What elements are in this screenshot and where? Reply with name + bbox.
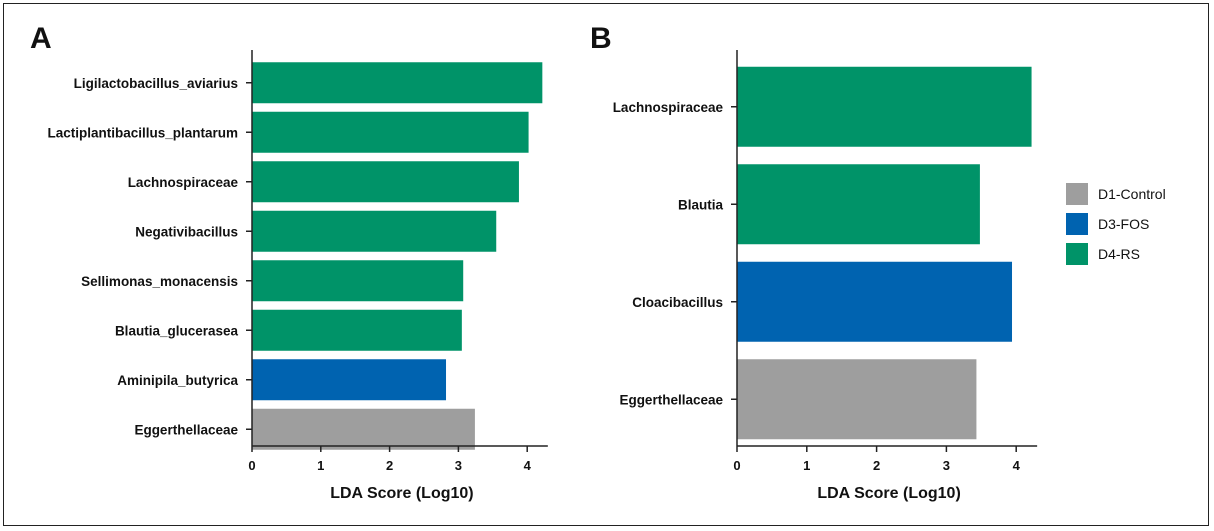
bar-blautia-glucerasea bbox=[252, 309, 462, 351]
category-label: Aminipila_butyrica bbox=[117, 373, 238, 388]
legend-swatch bbox=[1066, 243, 1088, 265]
x-tick-label: 3 bbox=[943, 458, 950, 473]
x-tick-label: 1 bbox=[803, 458, 810, 473]
bar-ligilactobacillus-aviarius bbox=[252, 62, 543, 104]
bar-cloacibacillus bbox=[737, 261, 1013, 342]
bar-negativibacillus bbox=[252, 210, 497, 252]
x-tick-label: 3 bbox=[455, 458, 462, 473]
x-tick-label: 2 bbox=[873, 458, 880, 473]
category-label: Lactiplantibacillus_plantarum bbox=[47, 125, 238, 140]
x-tick-label: 1 bbox=[317, 458, 324, 473]
x-tick-label: 0 bbox=[248, 458, 255, 473]
figure-frame bbox=[3, 3, 1209, 526]
category-label: Negativibacillus bbox=[135, 224, 238, 239]
panel-letter: B bbox=[590, 22, 612, 55]
legend-label: D1-Control bbox=[1098, 186, 1166, 202]
bar-lachnospiraceae bbox=[252, 161, 519, 203]
legend-swatch bbox=[1066, 183, 1088, 205]
bar-sellimonas-monacensis bbox=[252, 260, 464, 302]
category-label: Cloacibacillus bbox=[632, 295, 723, 310]
legend: D1-Control D3-FOS D4-RS bbox=[1066, 183, 1166, 265]
x-axis-title: LDA Score (Log10) bbox=[817, 485, 960, 502]
x-axis-title: LDA Score (Log10) bbox=[330, 485, 473, 502]
legend-label: D4-RS bbox=[1098, 246, 1140, 262]
chart-panel-b: B Lachnospiraceae Blautia Cloacibacillus Egg… bbox=[590, 22, 1038, 502]
x-tick-label: 0 bbox=[733, 458, 740, 473]
bar-lachnospiraceae bbox=[737, 66, 1032, 147]
bar-eggerthellaceae bbox=[737, 359, 977, 440]
bar-blautia bbox=[737, 164, 980, 245]
bar-lactiplantibacillus-plantarum bbox=[252, 111, 529, 153]
category-label: Ligilactobacillus_aviarius bbox=[74, 76, 238, 91]
category-label: Lachnospiraceae bbox=[128, 175, 239, 190]
category-label: Eggerthellaceae bbox=[134, 422, 238, 437]
legend-label: D3-FOS bbox=[1098, 216, 1149, 232]
category-label: Lachnospiraceae bbox=[613, 100, 724, 115]
legend-swatch bbox=[1066, 213, 1088, 235]
chart-panel-a: A Ligilactobacillus_aviarius Lactiplantiba… bbox=[30, 22, 548, 502]
x-tick-label: 2 bbox=[386, 458, 393, 473]
x-tick-label: 4 bbox=[1013, 458, 1021, 473]
category-label: Sellimonas_monacensis bbox=[81, 274, 238, 289]
category-label: Eggerthellaceae bbox=[619, 392, 723, 407]
bar-aminipila-butyrica bbox=[252, 359, 447, 401]
category-label: Blautia_glucerasea bbox=[115, 323, 239, 338]
bar-eggerthellaceae bbox=[252, 408, 475, 450]
panel-letter: A bbox=[30, 22, 52, 55]
category-label: Blautia bbox=[678, 197, 724, 212]
x-tick-label: 4 bbox=[524, 458, 532, 473]
